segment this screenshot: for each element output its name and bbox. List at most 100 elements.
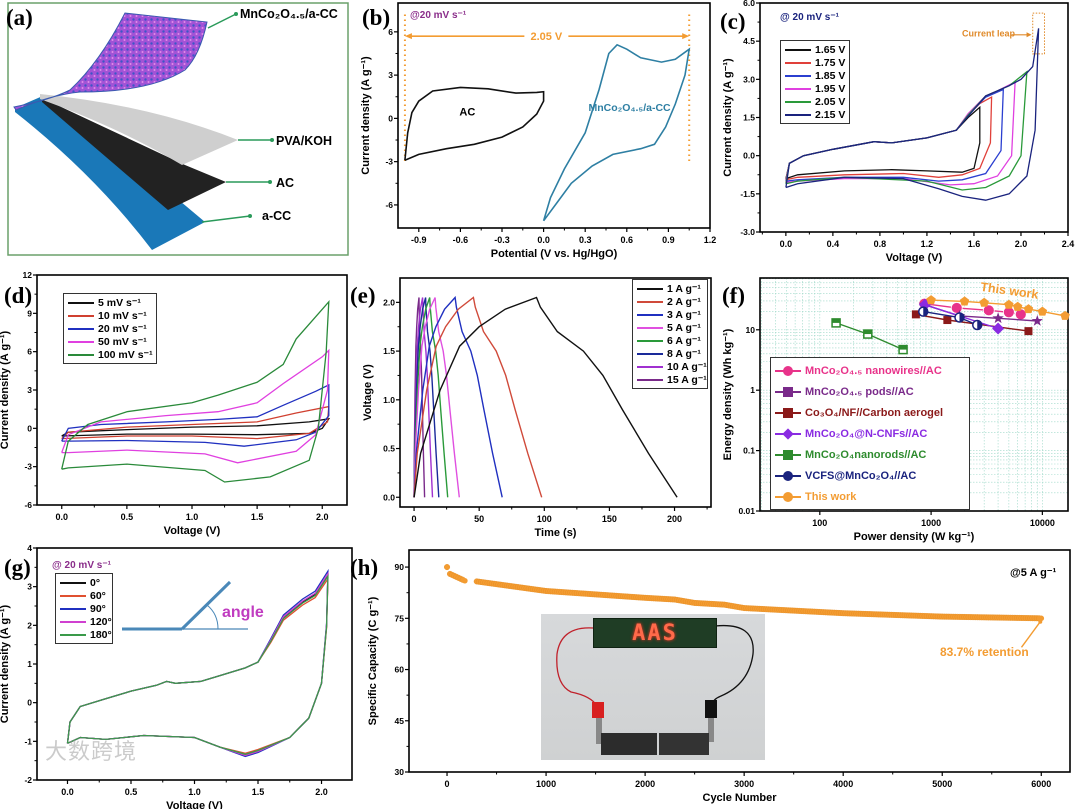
y-tick-label: 3 [27,385,32,395]
gcd-curve [413,295,503,498]
legend-label: 90° [90,602,106,615]
chart-g: 0.0 0.5 1.0 1.5 2.0 -2 -1 0 1 2 3 4 Voltage (V) Curre… [0,543,353,809]
plot-frame [397,2,711,229]
x-tick-label: 200 [667,514,682,524]
led-display: AAS [593,618,717,648]
x-tick-label: 0.0 [55,512,68,522]
marker-fill [959,312,964,322]
x-tick-label: 0.3 [579,235,592,245]
legend-label: MnCo₂O₄.₅ nanowires//AC [805,364,942,377]
legend-swatch [775,449,801,460]
y-tick-label: 9 [27,308,32,318]
red-clip [592,702,604,718]
watermark: 大数跨境 [45,740,138,765]
legend-item: 2.15 V [785,108,845,121]
pointer-arrow [201,215,251,223]
legend-swatch [637,365,663,368]
legend-item: 5 mV s⁻¹ [68,296,152,309]
legend-marker-half-circle [783,470,793,481]
gcd-curve [413,297,460,498]
legend-item: MnCo₂O₄@N-CNFs//AC [775,423,965,444]
current-leap-box [1032,12,1045,55]
data-point-pentagon [926,295,936,305]
x-axis-title: Time (s) [535,527,577,539]
legend-g: 0° 60° 90° 120° 180° [55,573,113,644]
y-tick-label: 6.0 [743,0,755,8]
angle-label: angle [222,604,264,621]
x-tick-label: 100 [537,514,552,524]
legend-swatch [775,491,801,502]
data-point-square [911,310,920,319]
legend-item: 2 A g⁻¹ [637,295,703,308]
legend-item: 1.65 V [785,43,845,56]
legend-item: Co₃O₄/NF//Carbon aerogel [775,402,965,423]
legend-swatch [637,300,663,303]
legend-swatch [68,353,94,356]
data-point-pentagon [1012,301,1023,311]
supercapacitor-cell [601,733,657,755]
y-axis-title: Specific Capacity (C g⁻¹) [367,596,379,725]
legend-item: 2.05 V [785,95,845,108]
x-axis-title: Power density (W kg⁻¹) [854,531,975,543]
legend-swatch [68,314,94,317]
angle-bent-plate [180,580,232,631]
x-tick-label: 0.0 [61,787,74,797]
y-tick-label: 1.5 [743,113,755,123]
x-tick-label: 0 [445,779,450,789]
legend-item: This work [775,486,965,507]
panel-label-c: (c) [720,9,746,34]
legend-swatch [60,581,86,584]
legend-label: 2.05 V [815,95,846,108]
chart-d: 0.0 0.5 1.0 1.5 2.0 -6 -3 0 3 6 9 12 Voltage (V) Curr… [0,270,348,537]
x-axis-title: Potential (V vs. Hg/HgO) [491,248,618,260]
x-tick-label: 5000 [932,779,952,789]
y-tick-label: 4.5 [743,36,755,46]
legend-item: MnCo₂O₄.₅ nanowires//AC [775,360,965,381]
gcd-curve [413,296,543,498]
legend-marker-star [783,386,793,397]
gcd-curve [413,297,426,498]
legend-label: 1.95 V [815,82,846,95]
legend-item: 1.75 V [785,56,845,69]
y-tick-label: 10 [746,325,756,335]
x-tick-label: 1.0 [188,787,201,797]
x-tick-label: 3000 [734,779,754,789]
y-axis-title: Voltage (V) [362,364,374,421]
this-work-annotation: This work [980,280,1040,302]
x-tick-label: 0 [412,514,417,524]
x-tick-label: 1.2 [704,235,717,245]
legend-f: MnCo₂O₄.₅ nanowires//AC MnCo₂O₄.₅ pods//A… [770,357,970,510]
plot-frame [36,547,353,781]
arrow-head-icon [1038,619,1043,624]
black-clip [705,700,717,718]
layer-label: MnCo₂O₄.₅/a-CC [240,7,338,21]
legend-item: 10 A g⁻¹ [637,360,707,373]
legend-swatch [785,74,811,77]
x-tick-label: 2000 [635,779,655,789]
legend-label: 20 mV s⁻¹ [98,322,147,335]
legend-swatch [68,327,94,330]
chart-b: -0.9 -0.6 -0.3 0.0 0.3 0.6 0.9 1.2 -6 -3 0 3 6 Potent… [360,2,717,260]
cv-curve [61,417,331,437]
legend-marker-half-square [783,449,793,460]
arrow-head-icon [268,180,272,184]
arrow-head-icon [1026,32,1032,38]
legend-label: 1.75 V [815,56,846,69]
data-point-pentagon [959,296,970,306]
y-tick-label: -2 [24,775,32,785]
y-tick-label: 3.0 [743,74,755,84]
y-tick-label: 12 [23,270,33,280]
y-tick-label: -1 [24,736,32,746]
y-tick-label: 0.0 [743,151,755,161]
marker-fill [832,318,841,323]
legend-label: Co₃O₄/NF//Carbon aerogel [805,406,944,419]
plot-frame [36,274,348,506]
legend-item: 1.95 V [785,82,845,95]
legend-swatch [637,352,663,355]
data-point-square [943,316,952,325]
separator-layer [40,94,238,165]
legend-item: 60° [60,589,108,602]
legend-item: 20 mV s⁻¹ [68,322,152,335]
capacity-point [1038,615,1045,622]
